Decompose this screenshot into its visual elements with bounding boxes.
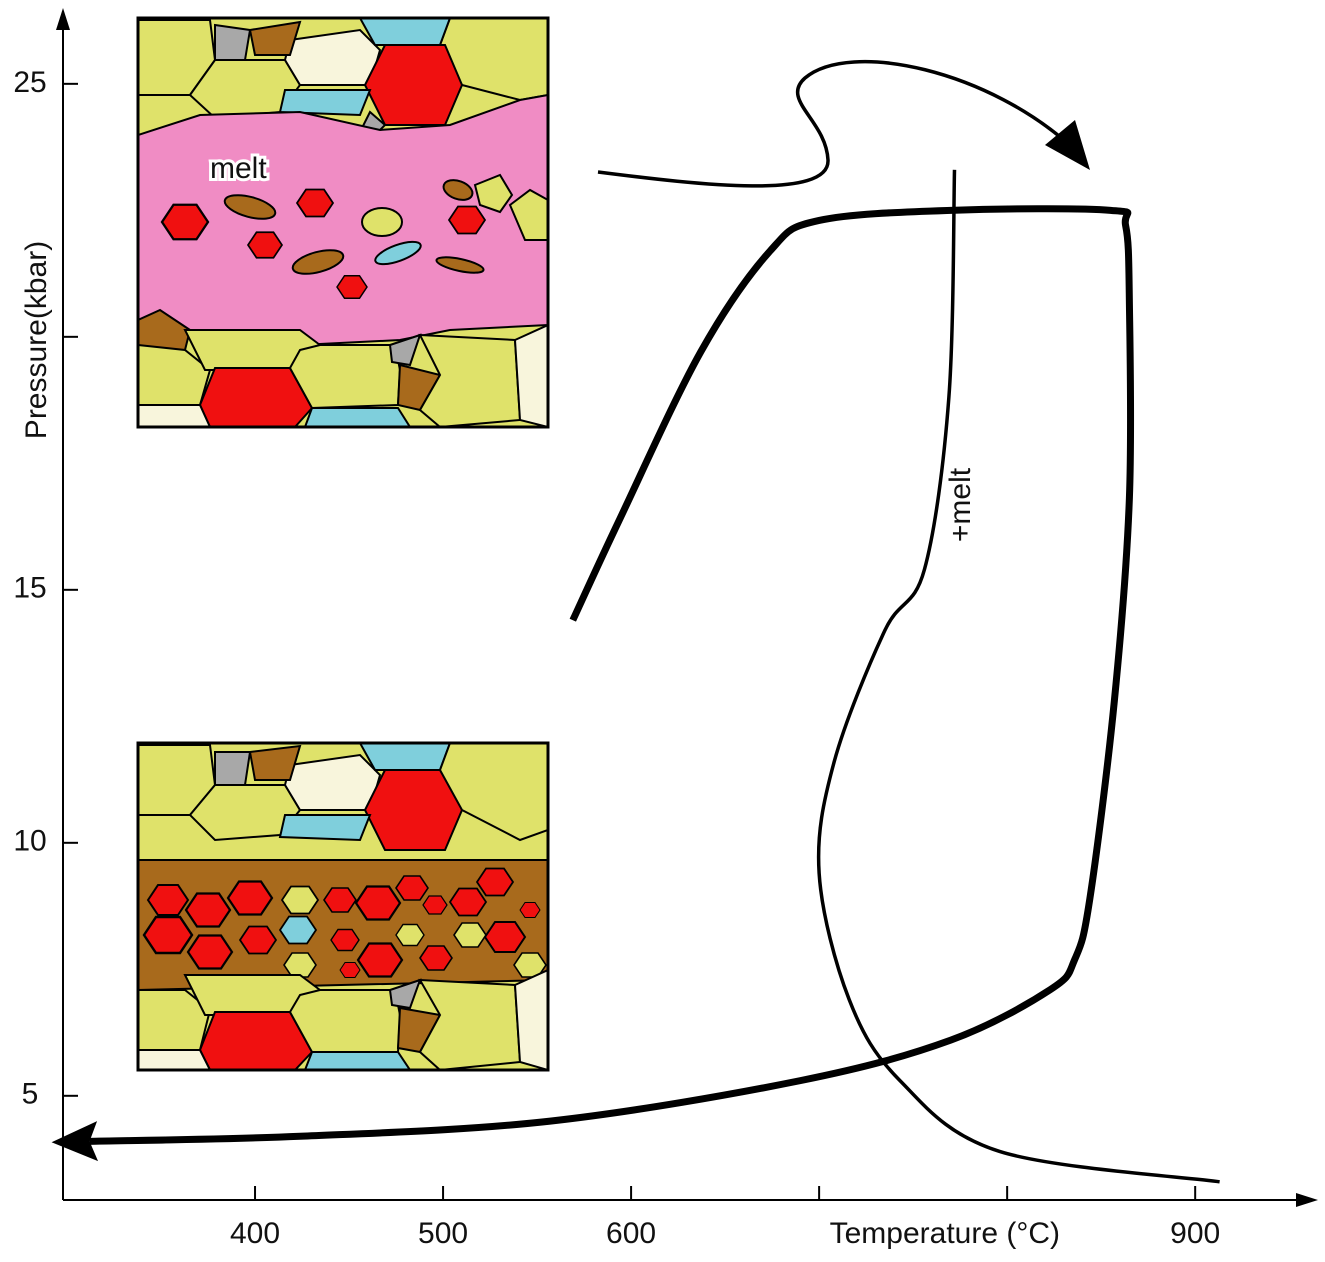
y-axis-label: Pressure(kbar): [20, 241, 53, 439]
y-tick-label: 15: [13, 572, 46, 605]
x-tick-label: 600: [606, 1217, 656, 1250]
pt-path: [819, 170, 1220, 1182]
annotation: +melt: [944, 467, 977, 542]
x-tick-label: 900: [1170, 1217, 1220, 1250]
inset-melt: [138, 18, 548, 427]
annotation: melt: [210, 152, 267, 185]
y-tick-label: 25: [13, 66, 46, 99]
x-axis-label: Temperature (°C): [830, 1217, 1060, 1250]
chart: melt: [0, 0, 1325, 1262]
y-tick-label: 10: [13, 825, 46, 858]
y-tick-label: 5: [22, 1078, 39, 1111]
x-tick-label: 400: [230, 1217, 280, 1250]
inset-grains: [138, 743, 548, 1070]
x-tick-label: 500: [418, 1217, 468, 1250]
